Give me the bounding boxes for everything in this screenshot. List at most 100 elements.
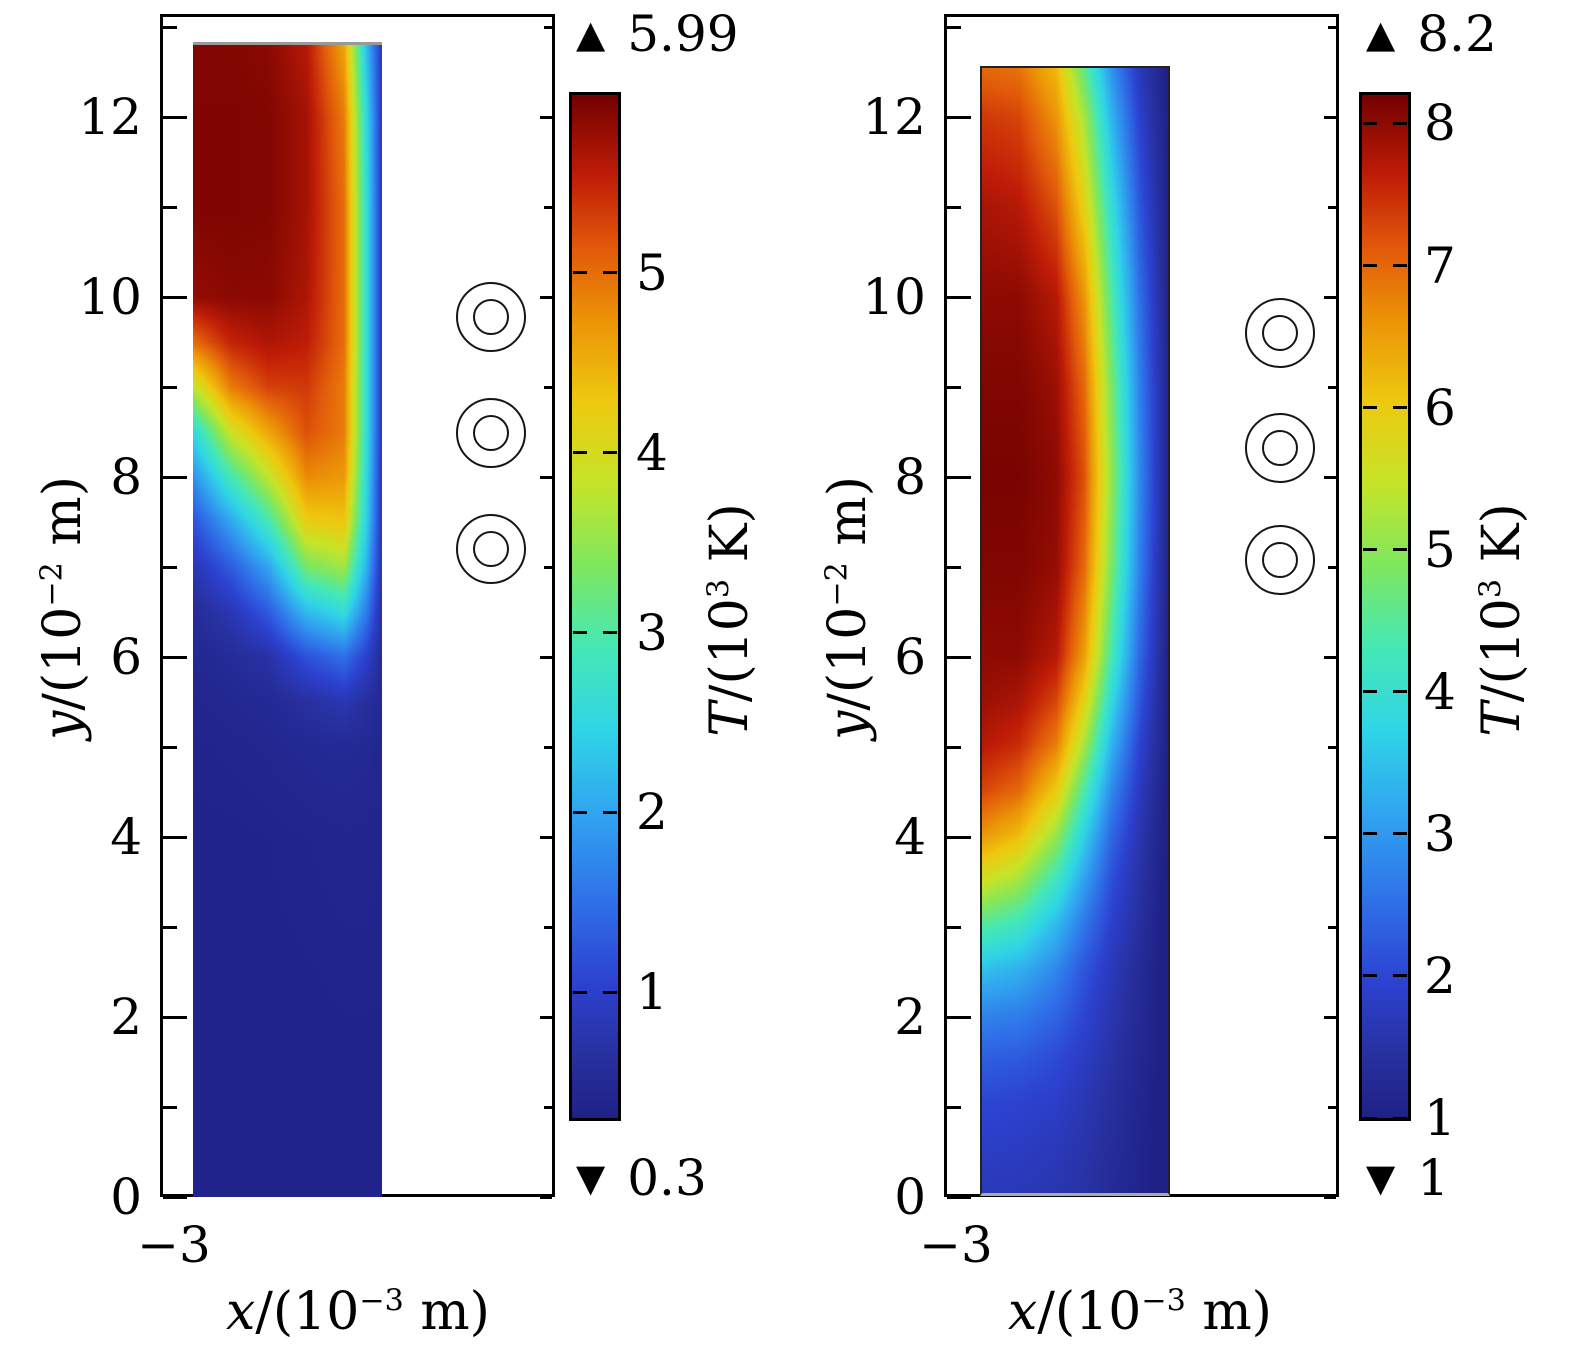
- y-major-tick: [947, 295, 971, 299]
- concentric-marker: [456, 281, 526, 352]
- colorbar-tick-label: 4: [1424, 662, 1456, 721]
- colorbar-tick: [1363, 264, 1377, 267]
- x-axis-label: x/(10−3 m): [226, 1282, 490, 1342]
- colorbar-border: [569, 92, 621, 1121]
- colorbar-tick: [1363, 832, 1377, 836]
- y-axis-label: y/(10−2 m): [818, 476, 878, 740]
- colorbar-tick-label: 3: [1424, 804, 1456, 863]
- colorbar-tick: [573, 451, 587, 455]
- y-major-tick: [163, 115, 187, 119]
- y-tick-label: 6: [894, 628, 926, 686]
- concentric-marker: [1245, 413, 1315, 484]
- colorbar-tick-label: 4: [636, 423, 668, 482]
- colorbar-tick: [1393, 1116, 1407, 1120]
- y-major-tick: [163, 475, 187, 479]
- x-tick-label: −3: [137, 1216, 211, 1274]
- colorbar-tick: [603, 810, 617, 814]
- colorbar-tick: [1393, 548, 1407, 552]
- y-tick-label: 2: [894, 988, 926, 1046]
- y-major-tick: [163, 1015, 187, 1019]
- colorbar-label: T/(103 K): [700, 503, 760, 737]
- y-minor-tick: [163, 925, 177, 929]
- x-tick-label: −3: [919, 1216, 993, 1274]
- colorbar-tick-label: 3: [636, 603, 668, 662]
- y-minor-tick: [1328, 205, 1336, 209]
- y-minor-tick: [947, 205, 961, 209]
- y-minor-tick: [544, 1105, 552, 1109]
- y-major-tick: [163, 655, 187, 659]
- y-minor-tick: [544, 565, 552, 569]
- underflow-value: 1: [1417, 1149, 1450, 1207]
- concentric-marker-inner: [1262, 315, 1298, 351]
- y-major-tick: [1324, 1015, 1336, 1019]
- x-axis-label: x/(10−3 m): [1008, 1282, 1272, 1342]
- y-major-tick: [1324, 295, 1336, 299]
- y-minor-tick: [163, 25, 177, 29]
- concentric-marker: [1245, 524, 1315, 595]
- concentric-marker-inner: [473, 298, 509, 335]
- y-major-tick: [1324, 1195, 1336, 1199]
- temperature-heatmap: [982, 68, 1168, 1193]
- y-tick-label: 0: [110, 1168, 142, 1226]
- y-minor-tick: [1328, 385, 1336, 389]
- y-major-tick: [540, 295, 552, 299]
- colorbar-tick: [1393, 690, 1407, 694]
- y-minor-tick: [163, 565, 177, 569]
- colorbar-tick: [1363, 974, 1377, 978]
- y-tick-label: 12: [862, 88, 926, 146]
- y-major-tick: [163, 295, 187, 299]
- y-tick-label: 2: [110, 988, 142, 1046]
- colorbar-tick: [603, 631, 617, 635]
- y-minor-tick: [947, 925, 961, 929]
- y-tick-label: 4: [110, 808, 142, 866]
- y-axis-label: y/(10−2 m): [33, 476, 93, 740]
- overflow-indicator: ▲ 8.2: [1366, 8, 1497, 60]
- concentric-marker: [1245, 298, 1315, 368]
- y-minor-tick: [947, 385, 961, 389]
- colorbar-tick: [603, 451, 617, 455]
- y-minor-tick: [544, 925, 552, 929]
- underflow-indicator: ▼ 0.3: [576, 1152, 707, 1204]
- colorbar-tick-label: 6: [1424, 378, 1456, 437]
- colorbar-tick: [1393, 121, 1407, 125]
- y-major-tick: [163, 835, 187, 839]
- y-tick-label: 0: [894, 1168, 926, 1226]
- y-major-tick: [540, 1015, 552, 1019]
- y-major-tick: [540, 655, 552, 659]
- y-minor-tick: [544, 385, 552, 389]
- colorbar-tick-label: 1: [1424, 1089, 1456, 1147]
- y-major-tick: [163, 1195, 187, 1199]
- overflow-triangle-icon: ▲: [1366, 12, 1396, 56]
- concentric-marker: [456, 514, 526, 584]
- colorbar-tick-label: 1: [636, 963, 668, 1022]
- y-minor-tick: [1328, 745, 1336, 749]
- y-minor-tick: [947, 565, 961, 569]
- y-minor-tick: [1328, 565, 1336, 569]
- y-major-tick: [947, 835, 971, 839]
- y-tick-label: 4: [894, 808, 926, 866]
- colorbar-tick-label: 5: [636, 243, 668, 302]
- y-major-tick: [947, 475, 971, 479]
- concentric-marker-inner: [473, 531, 509, 567]
- y-minor-tick: [1328, 925, 1336, 929]
- y-minor-tick: [947, 745, 961, 749]
- colorbar-tick: [1393, 264, 1407, 267]
- temperature-heatmap-wrap: [980, 66, 1170, 1196]
- overflow-value: 5.99: [627, 5, 739, 63]
- y-tick-label: 8: [894, 448, 926, 506]
- y-minor-tick: [163, 385, 177, 389]
- y-minor-tick: [1328, 1105, 1336, 1109]
- colorbar-tick: [573, 271, 587, 275]
- colorbar-tick-label: 2: [1424, 946, 1456, 1005]
- y-minor-tick: [544, 205, 552, 209]
- y-major-tick: [540, 115, 552, 119]
- y-major-tick: [947, 1195, 971, 1199]
- y-major-tick: [540, 835, 552, 839]
- colorbar-tick: [603, 271, 617, 275]
- colorbar-tick-label: 2: [636, 783, 668, 842]
- colorbar-border: [1359, 92, 1411, 1121]
- y-tick-label: 10: [862, 268, 926, 326]
- concentric-marker-inner: [473, 414, 509, 451]
- colorbar-label: T/(103 K): [1472, 503, 1532, 737]
